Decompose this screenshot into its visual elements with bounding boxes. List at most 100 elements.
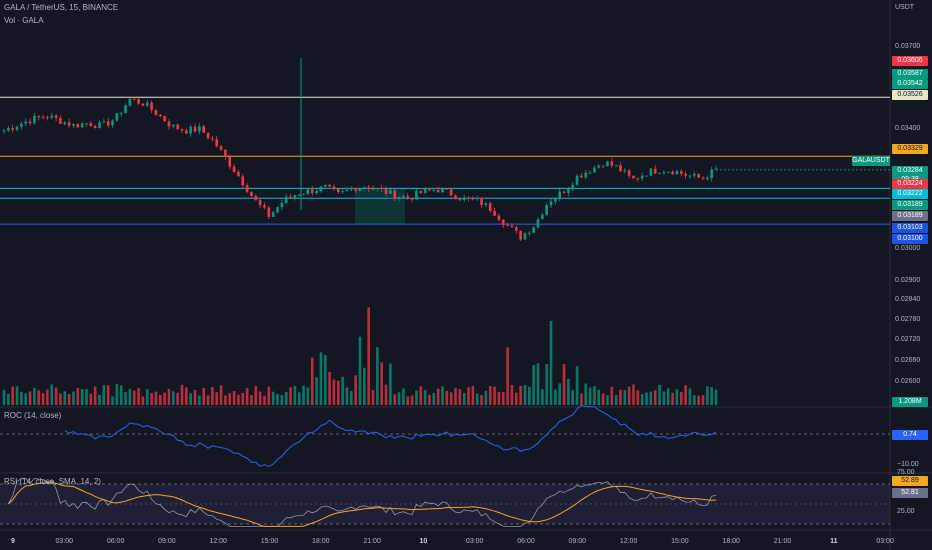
volume-bar xyxy=(124,392,127,405)
candle-body xyxy=(237,171,240,177)
volume-bar xyxy=(54,387,58,405)
time-axis-label: 03:00 xyxy=(876,538,894,545)
volume-bar xyxy=(666,388,670,405)
price-label: 1.208M xyxy=(892,397,928,407)
volume-bar xyxy=(428,394,431,405)
time-axis-label: 09:00 xyxy=(158,538,176,545)
volume-bar xyxy=(519,386,522,405)
candle-body xyxy=(297,194,301,196)
volume-bar xyxy=(180,384,184,405)
volume-bar xyxy=(154,391,158,405)
candle-body xyxy=(545,205,548,215)
candle-body xyxy=(202,126,206,133)
volume-bar xyxy=(514,392,518,405)
time-axis-label: 12:00 xyxy=(209,538,227,545)
candle-body xyxy=(306,189,310,195)
volume-bar xyxy=(345,387,349,405)
candle-body xyxy=(50,115,54,118)
candle-body xyxy=(501,219,505,226)
volume-bar xyxy=(488,385,492,405)
volume-bar xyxy=(619,389,622,405)
candle-body xyxy=(584,172,588,178)
volume-bar xyxy=(549,321,553,405)
candle-body xyxy=(93,126,97,128)
candle-body xyxy=(141,103,145,106)
volume-bar xyxy=(315,377,318,405)
candle-body xyxy=(423,188,427,194)
volume-bar xyxy=(415,390,418,405)
candle-body xyxy=(658,172,661,174)
volume-bar xyxy=(593,386,596,405)
candle-body xyxy=(380,187,384,189)
volume-bar xyxy=(111,396,114,405)
candle-body xyxy=(193,126,197,132)
volume-bar xyxy=(658,384,661,405)
candle-body xyxy=(410,198,414,200)
candle-body xyxy=(33,115,36,124)
candle-body xyxy=(358,188,362,191)
volume-bar xyxy=(710,387,713,405)
volume-bar xyxy=(228,393,232,405)
volume-bar xyxy=(63,391,67,405)
candle-body xyxy=(37,115,41,117)
candle-body xyxy=(567,188,570,193)
candle-body xyxy=(206,132,210,139)
candle-body xyxy=(697,173,700,178)
volume-bar xyxy=(662,391,666,405)
price-label: 0.03329 xyxy=(892,144,928,154)
candle-body xyxy=(714,168,718,170)
volume-bar xyxy=(610,386,614,405)
candle-body xyxy=(124,105,127,114)
volume-bar xyxy=(480,395,483,405)
volume-bar xyxy=(545,364,548,405)
candle-body xyxy=(167,121,171,127)
volume-bar xyxy=(402,388,405,405)
volume-bar xyxy=(219,385,223,405)
candle-body xyxy=(671,171,674,175)
rsi-line xyxy=(7,477,717,527)
candle-body xyxy=(302,194,305,196)
volume-bar xyxy=(493,386,496,405)
volume-legend[interactable]: Vol · GALA xyxy=(4,16,44,25)
volume-bar xyxy=(276,394,279,405)
candle-body xyxy=(528,232,531,234)
candle-body xyxy=(341,191,344,193)
roc-legend[interactable]: ROC (14, close) xyxy=(4,411,62,420)
candle-body xyxy=(115,113,119,121)
volume-bar xyxy=(263,395,266,405)
time-axis-label: 06:00 xyxy=(106,538,125,545)
price-axis-label: 0.03400 xyxy=(895,125,921,132)
candle-body xyxy=(441,188,444,193)
candle-body xyxy=(428,188,431,190)
candle-body xyxy=(619,165,622,172)
volume-bar xyxy=(406,396,410,405)
volume-bar xyxy=(528,386,531,405)
price-label: 0.03100 xyxy=(892,234,928,244)
volume-bar xyxy=(250,395,253,405)
candle-body xyxy=(219,146,223,150)
volume-bar xyxy=(141,396,145,405)
volume-bar xyxy=(640,394,644,405)
rsi-legend[interactable]: RSI (14, close, SMA, 14, 2) xyxy=(4,477,101,486)
symbol-legend[interactable]: GALA / TetherUS, 15, BINANCE xyxy=(4,3,119,12)
volume-bar xyxy=(541,389,544,405)
candle-body xyxy=(436,189,440,193)
volume-bar xyxy=(297,392,301,405)
volume-bar xyxy=(128,388,132,405)
volume-bar xyxy=(706,386,709,405)
candle-body xyxy=(684,173,687,176)
volume-bar xyxy=(145,389,149,405)
volume-bar xyxy=(185,387,188,405)
candle-body xyxy=(384,188,388,194)
volume-bar xyxy=(15,386,19,405)
candle-body xyxy=(393,190,397,199)
candle-body xyxy=(415,191,418,200)
roc-axis-label: −10.00 xyxy=(897,461,919,468)
candle-body xyxy=(319,186,323,192)
volume-bar xyxy=(697,395,700,405)
volume-bar xyxy=(432,392,436,405)
volume-bar xyxy=(567,378,570,405)
candle-body xyxy=(276,207,279,213)
volume-bar xyxy=(554,389,557,405)
